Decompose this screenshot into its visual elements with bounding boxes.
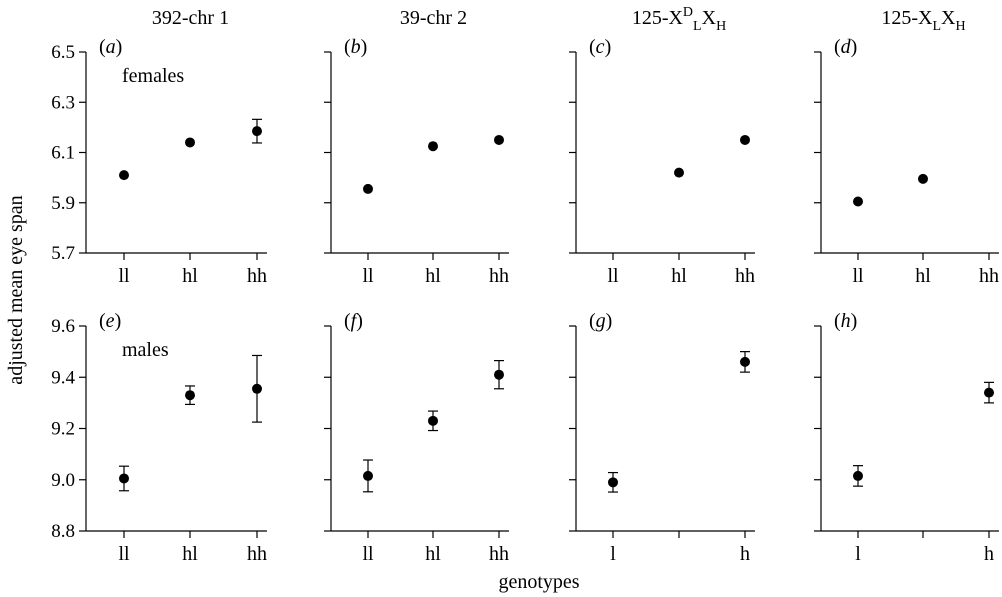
- panel-letter: b: [351, 36, 361, 58]
- x-tick-label: ll: [362, 265, 374, 287]
- x-tick-label: ll: [118, 543, 130, 565]
- panel-a: 5.7 5.9 6.1 6.3 6.5 ll hl hh (a)females 392-chr 1: [51, 7, 267, 287]
- data-point: [185, 390, 195, 401]
- panel-letter: e: [106, 310, 115, 332]
- x-tick-label: hh: [979, 265, 999, 287]
- y-axis-title-group: adjusted mean eye span: [5, 195, 27, 384]
- panel-label: (a): [99, 36, 122, 58]
- data-point: [853, 196, 863, 207]
- title-mid: X: [941, 7, 956, 29]
- x-tick-label: hl: [671, 265, 687, 287]
- data-point: [740, 356, 750, 367]
- panel-letter: d: [841, 36, 852, 58]
- title-mid: X: [702, 7, 717, 29]
- x-tick-label: hl: [182, 543, 198, 565]
- x-tick-label: l: [855, 543, 861, 565]
- panel-g: l h (g): [569, 310, 755, 565]
- panel-label: (g): [589, 310, 612, 332]
- y-tick-label: 9.4: [51, 367, 75, 388]
- data-point: [494, 369, 504, 380]
- data-point: [185, 137, 195, 148]
- data-point: [740, 134, 750, 145]
- panel-annotation: females: [122, 65, 184, 87]
- y-axis-title: adjusted mean eye span: [5, 195, 27, 384]
- data-point: [494, 134, 504, 145]
- data-point: [363, 183, 373, 194]
- panel-letter: h: [841, 310, 851, 332]
- title-base: 125-X: [632, 7, 684, 29]
- x-tick-label: ll: [607, 265, 619, 287]
- y-tick-label: 8.8: [51, 521, 75, 542]
- panel-h: l h(h): [814, 310, 999, 565]
- data-point: [674, 167, 684, 178]
- panel-letter: f: [351, 310, 359, 332]
- data-point: [252, 126, 262, 137]
- title-sub: H: [956, 19, 966, 34]
- y-tick-label: 9.2: [51, 419, 75, 440]
- x-tick-label: hh: [247, 265, 267, 287]
- panel-e: 8.8 9.0 9.2 9.4 9.6 ll hl hh (e)males: [51, 310, 267, 565]
- data-point: [119, 473, 129, 484]
- x-tick-label: h: [740, 543, 750, 565]
- y-tick-label: 6.1: [51, 143, 75, 164]
- x-tick-label: hh: [247, 543, 267, 565]
- data-point: [428, 415, 438, 426]
- column-title: 392-chr 1: [152, 7, 229, 29]
- column-title: 125-XLXH: [881, 7, 965, 34]
- panel-f: ll hl hh (f): [324, 310, 509, 565]
- panel-label: (e): [99, 310, 121, 332]
- x-tick-label: hh: [489, 265, 509, 287]
- data-point: [608, 477, 618, 488]
- title-base: 125-X: [881, 7, 933, 29]
- panel-letter: c: [596, 36, 605, 58]
- x-tick-label: hl: [425, 265, 441, 287]
- x-tick-label: hh: [489, 543, 509, 565]
- column-title: 39-chr 2: [400, 7, 467, 29]
- x-tick-label: l: [610, 543, 616, 565]
- y-tick-label: 9.0: [51, 470, 75, 491]
- title-sub: L: [693, 19, 702, 34]
- panel-label: (h): [834, 310, 857, 332]
- panel-b: ll hl hh (b) 39-chr 2: [324, 7, 509, 287]
- panel-c: ll hl hh (c) 125-XDLXH: [569, 5, 755, 287]
- panel-annotation: males: [122, 339, 169, 361]
- x-tick-label: ll: [362, 543, 374, 565]
- y-tick-label: 6.3: [51, 92, 75, 113]
- data-point: [252, 383, 262, 394]
- data-point: [853, 470, 863, 481]
- x-tick-label: ll: [118, 265, 130, 287]
- x-tick-label: hl: [182, 265, 198, 287]
- data-point: [984, 387, 994, 398]
- x-tick-label: hl: [915, 265, 931, 287]
- panel-d: ll hl hh (d) 125-XLXH: [814, 7, 999, 287]
- panel-label: (c): [589, 36, 611, 58]
- title-sup: D: [683, 5, 693, 20]
- data-point: [119, 170, 129, 181]
- y-tick-label: 5.9: [51, 193, 75, 214]
- data-point: [363, 470, 373, 481]
- data-point: [918, 173, 928, 184]
- y-tick-label: 6.5: [51, 42, 75, 63]
- title-sub: L: [932, 19, 941, 34]
- panel-label: (d): [834, 36, 857, 58]
- x-tick-label: hl: [425, 543, 441, 565]
- x-tick-label: h: [984, 543, 994, 565]
- panel-letter: a: [106, 36, 116, 58]
- x-axis-title: genotypes: [498, 571, 579, 593]
- panel-letter: g: [596, 310, 606, 332]
- data-point: [428, 141, 438, 152]
- panel-label: (f): [344, 310, 363, 332]
- column-title: 125-XDLXH: [632, 5, 726, 34]
- y-tick-label: 9.6: [51, 316, 75, 337]
- x-tick-label: ll: [852, 265, 864, 287]
- x-tick-label: hh: [735, 265, 755, 287]
- y-tick-label: 5.7: [51, 243, 75, 264]
- panel-label: (b): [344, 36, 367, 58]
- title-sub: H: [716, 19, 726, 34]
